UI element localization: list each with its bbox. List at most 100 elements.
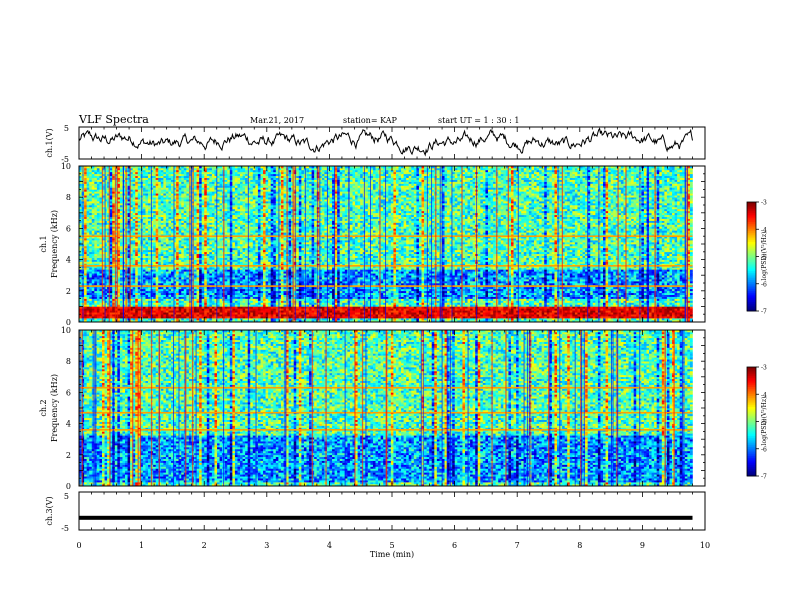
s1-cell — [89, 223, 92, 225]
s1-cell — [94, 242, 97, 244]
s1-cell — [87, 244, 90, 246]
s1-cell — [112, 238, 115, 240]
s1-cell — [97, 225, 100, 227]
s1-cell — [84, 248, 87, 250]
s1-cell — [92, 273, 95, 275]
s1-cell — [110, 295, 113, 297]
s1-cell — [92, 219, 95, 221]
s1-cell — [84, 226, 87, 228]
s1-cell — [92, 207, 95, 209]
s1-cell — [89, 189, 92, 191]
s1-cell — [92, 283, 95, 285]
s1-cell — [94, 178, 97, 180]
s1-cell — [94, 293, 97, 295]
s1-cell — [92, 246, 95, 248]
s1-cell — [112, 199, 115, 201]
s1-cell — [92, 176, 95, 178]
s1-cell — [92, 244, 95, 246]
figure-title: VLF Spectra — [78, 113, 149, 126]
s1-cell — [97, 240, 100, 242]
s1-cell — [89, 250, 92, 252]
s1-cell — [87, 213, 90, 215]
s1-cell — [110, 281, 113, 283]
s1-cell — [84, 318, 87, 320]
s1-cell — [92, 215, 95, 217]
s1-cell — [92, 203, 95, 205]
s1-cell — [110, 219, 113, 221]
s1-cell — [87, 281, 90, 283]
s1-cell — [92, 256, 95, 258]
s1-cell — [110, 168, 113, 170]
s1-cell — [84, 277, 87, 279]
s1-cell — [97, 303, 100, 305]
s1-cell — [94, 209, 97, 211]
s1-cell — [110, 312, 113, 314]
s1-cell — [89, 201, 92, 203]
s1-cell — [89, 213, 92, 215]
s1-cell — [110, 213, 113, 215]
s1-cell — [110, 242, 113, 244]
s1-cell — [87, 318, 90, 320]
s1-cell — [92, 254, 95, 256]
s1-cell — [92, 267, 95, 269]
ch1-spectrogram-panel: 0246810 ch.1 Frequency (kHz) -3-4-5-6-7 … — [39, 162, 768, 327]
s1-cell — [87, 271, 90, 273]
s1-cell — [92, 289, 95, 291]
s1-cell — [94, 250, 97, 252]
ch1-ylabel: ch.1(V) — [45, 128, 54, 157]
s1-cell — [97, 258, 100, 260]
s1-cell — [94, 316, 97, 318]
s1-cell — [89, 180, 92, 182]
s1-cell — [94, 246, 97, 248]
s1-cell — [110, 308, 113, 310]
s1-cell — [84, 289, 87, 291]
s1-cell — [89, 176, 92, 178]
s1-cell — [89, 182, 92, 184]
s1-cell — [110, 180, 113, 182]
s1-cell — [110, 187, 113, 189]
s1-cell — [87, 246, 90, 248]
s1-cell — [84, 172, 87, 174]
s1-cell — [84, 250, 87, 252]
s1-cell — [89, 258, 92, 260]
s1-cell — [97, 193, 100, 195]
s1-cell — [84, 240, 87, 242]
s1-cell — [89, 246, 92, 248]
s1-cell — [110, 215, 113, 217]
s1-cell — [110, 304, 113, 306]
s1-cell — [110, 211, 113, 213]
s1-cell — [84, 301, 87, 303]
s1-cell — [89, 287, 92, 289]
s1-cell — [87, 187, 90, 189]
s1-cell — [112, 269, 115, 271]
s1-cell — [87, 195, 90, 197]
s1-cell — [92, 279, 95, 281]
s1-cell — [97, 199, 100, 201]
s1-cell — [84, 180, 87, 182]
s1-cell — [97, 312, 100, 314]
s1-cell — [97, 242, 100, 244]
s1-cell — [112, 232, 115, 234]
s1-cell — [94, 189, 97, 191]
s1-cell — [112, 223, 115, 225]
s1-cell — [92, 281, 95, 283]
s1-cell — [110, 246, 113, 248]
s1-cell — [112, 256, 115, 258]
s1-cell — [112, 203, 115, 205]
s1-cell — [87, 262, 90, 264]
s1-cell — [89, 215, 92, 217]
s1-cell — [89, 291, 92, 293]
s1-cell — [112, 316, 115, 318]
s1-cell — [97, 316, 100, 318]
s1-cell — [84, 197, 87, 199]
s1-cell — [110, 240, 113, 242]
s1-cell — [89, 289, 92, 291]
s1-cell — [87, 314, 90, 316]
s1-cell — [97, 195, 100, 197]
s1-cell — [89, 203, 92, 205]
s1-cell — [84, 271, 87, 273]
s1-cell — [87, 267, 90, 269]
s1-cell — [97, 269, 100, 271]
s1-cell — [87, 291, 90, 293]
ch1-waveform-panel: ch.1(V) 5 -5 — [45, 124, 705, 164]
